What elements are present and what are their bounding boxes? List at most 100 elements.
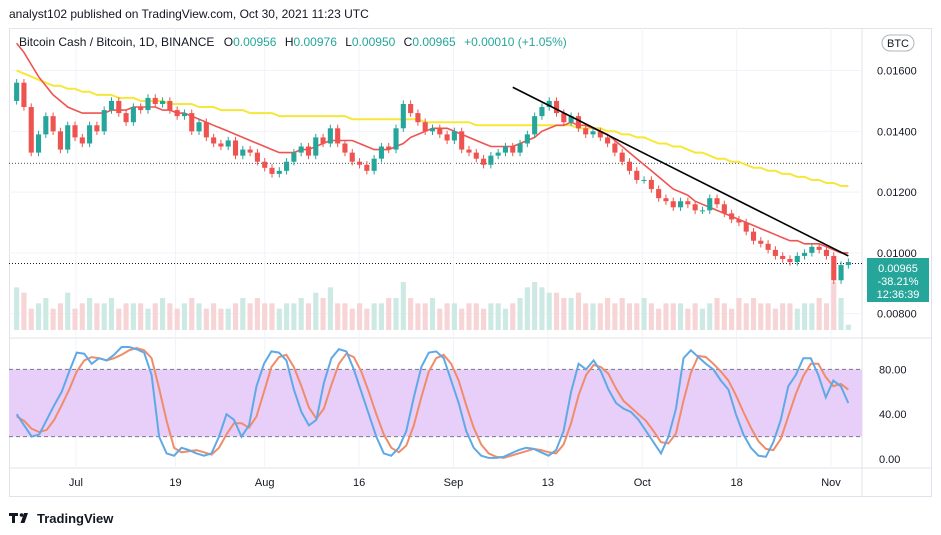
- volume-bar: [79, 303, 85, 330]
- volume-bar: [378, 303, 384, 330]
- last-price-value: 0.00965: [878, 263, 918, 275]
- candle-body: [743, 222, 749, 232]
- candle-body: [298, 146, 304, 153]
- volume-bar: [619, 298, 625, 330]
- volume-bar: [517, 298, 523, 330]
- volume-bar: [50, 308, 56, 330]
- candle-body: [619, 152, 625, 162]
- volume-bar: [291, 303, 297, 330]
- candle-body: [349, 152, 355, 162]
- volume-bar: [313, 292, 319, 330]
- volume-bar: [816, 298, 822, 330]
- candle-body: [699, 210, 705, 212]
- candle-body: [605, 137, 611, 144]
- moving-averages: [15, 42, 849, 254]
- candle-body: [218, 143, 224, 147]
- currency-badge-label: BTC: [887, 38, 909, 50]
- candle-body: [641, 179, 647, 181]
- candle-body: [87, 125, 93, 144]
- volume-bar: [561, 298, 567, 330]
- volume-bar: [21, 292, 27, 330]
- chart-frame[interactable]: 0.01600 0.01400 0.01200 0.01000 0.00800 Jul 19…: [9, 28, 932, 497]
- candle-body: [364, 164, 370, 171]
- candle-body: [539, 107, 545, 117]
- candle-body: [254, 152, 260, 162]
- candle-body: [736, 219, 742, 223]
- legend-low-value: 0.00950: [352, 35, 396, 49]
- volume-bar: [400, 282, 406, 330]
- volume-bar: [772, 308, 778, 330]
- stochastic-k-line: [15, 346, 850, 459]
- candle-body: [174, 110, 180, 117]
- stochastic-band: [9, 369, 862, 437]
- volume-bar: [583, 303, 589, 330]
- currency-badge[interactable]: BTC: [881, 34, 915, 52]
- volume-bar: [371, 303, 377, 330]
- volume-bar: [605, 298, 611, 330]
- candle-body: [838, 265, 844, 281]
- descending-trendline: [512, 86, 849, 257]
- candle-body: [451, 131, 457, 141]
- time-tick-label: Aug: [255, 477, 275, 489]
- candle-body: [123, 113, 129, 123]
- candle-body: [211, 137, 217, 144]
- candle-body: [473, 152, 479, 159]
- volume-bar: [203, 308, 209, 330]
- candle-body: [305, 146, 312, 156]
- candle-body: [284, 161, 290, 171]
- price-tick-label: 0.01200: [877, 187, 917, 199]
- candle-body: [196, 122, 202, 132]
- fast-moving-average-line: [15, 42, 849, 254]
- candle-body: [721, 204, 727, 214]
- candle-body: [72, 125, 78, 138]
- time-tick-label: 19: [169, 477, 181, 489]
- candle-body: [729, 213, 735, 220]
- volume-bar: [780, 303, 786, 330]
- volume-bar: [138, 303, 144, 330]
- candle-body: [422, 122, 428, 132]
- legend-high-value: 0.00976: [294, 35, 338, 49]
- volume-bar: [386, 298, 392, 330]
- chart-svg[interactable]: 0.01600 0.01400 0.01200 0.01000 0.00800 Jul 19…: [9, 28, 932, 497]
- volume-bar: [765, 303, 771, 330]
- volume-bar: [276, 308, 282, 330]
- volume-bar: [685, 308, 691, 330]
- stochastic-tick-label: 40.00: [879, 409, 907, 421]
- stochastic-d-line: [16, 347, 849, 459]
- volume-bar: [130, 303, 136, 330]
- volume-bar: [349, 308, 355, 330]
- volume-bar: [408, 298, 414, 330]
- candle-body: [429, 128, 436, 132]
- candle-body: [203, 122, 209, 138]
- volume-bar: [167, 303, 173, 330]
- axis-labels: 0.01600 0.01400 0.01200 0.01000 0.00800 Jul 19…: [69, 66, 917, 489]
- time-tick-label: Sep: [444, 477, 464, 489]
- volume-bar: [160, 298, 166, 330]
- volume-bar: [466, 303, 472, 330]
- candle-body: [276, 170, 282, 174]
- candle-body: [378, 146, 384, 159]
- volume-bar: [356, 303, 363, 330]
- volume-bar: [838, 298, 844, 330]
- volume-bar: [568, 298, 574, 330]
- candle-body: [79, 137, 85, 144]
- candle-body: [393, 128, 399, 150]
- candlesticks: [14, 79, 851, 284]
- volume-bar: [794, 308, 800, 330]
- volume-bar: [225, 308, 231, 330]
- volume-bar: [218, 308, 224, 330]
- candle-body: [108, 100, 115, 111]
- volume-bar: [189, 298, 195, 330]
- legend-symbol: Bitcoin Cash / Bitcoin, 1D, BINANCE: [19, 35, 214, 49]
- footer[interactable]: TradingView: [9, 509, 113, 527]
- candle-body: [670, 201, 676, 208]
- candle-body: [772, 249, 778, 256]
- volume-bar: [626, 303, 633, 330]
- volume-bar: [532, 282, 538, 330]
- candle-body: [546, 100, 552, 108]
- volume-bar: [597, 303, 603, 330]
- candle-body: [831, 255, 837, 281]
- volume-bar: [320, 298, 326, 330]
- candle-body: [28, 107, 34, 153]
- volume-bar: [101, 303, 107, 330]
